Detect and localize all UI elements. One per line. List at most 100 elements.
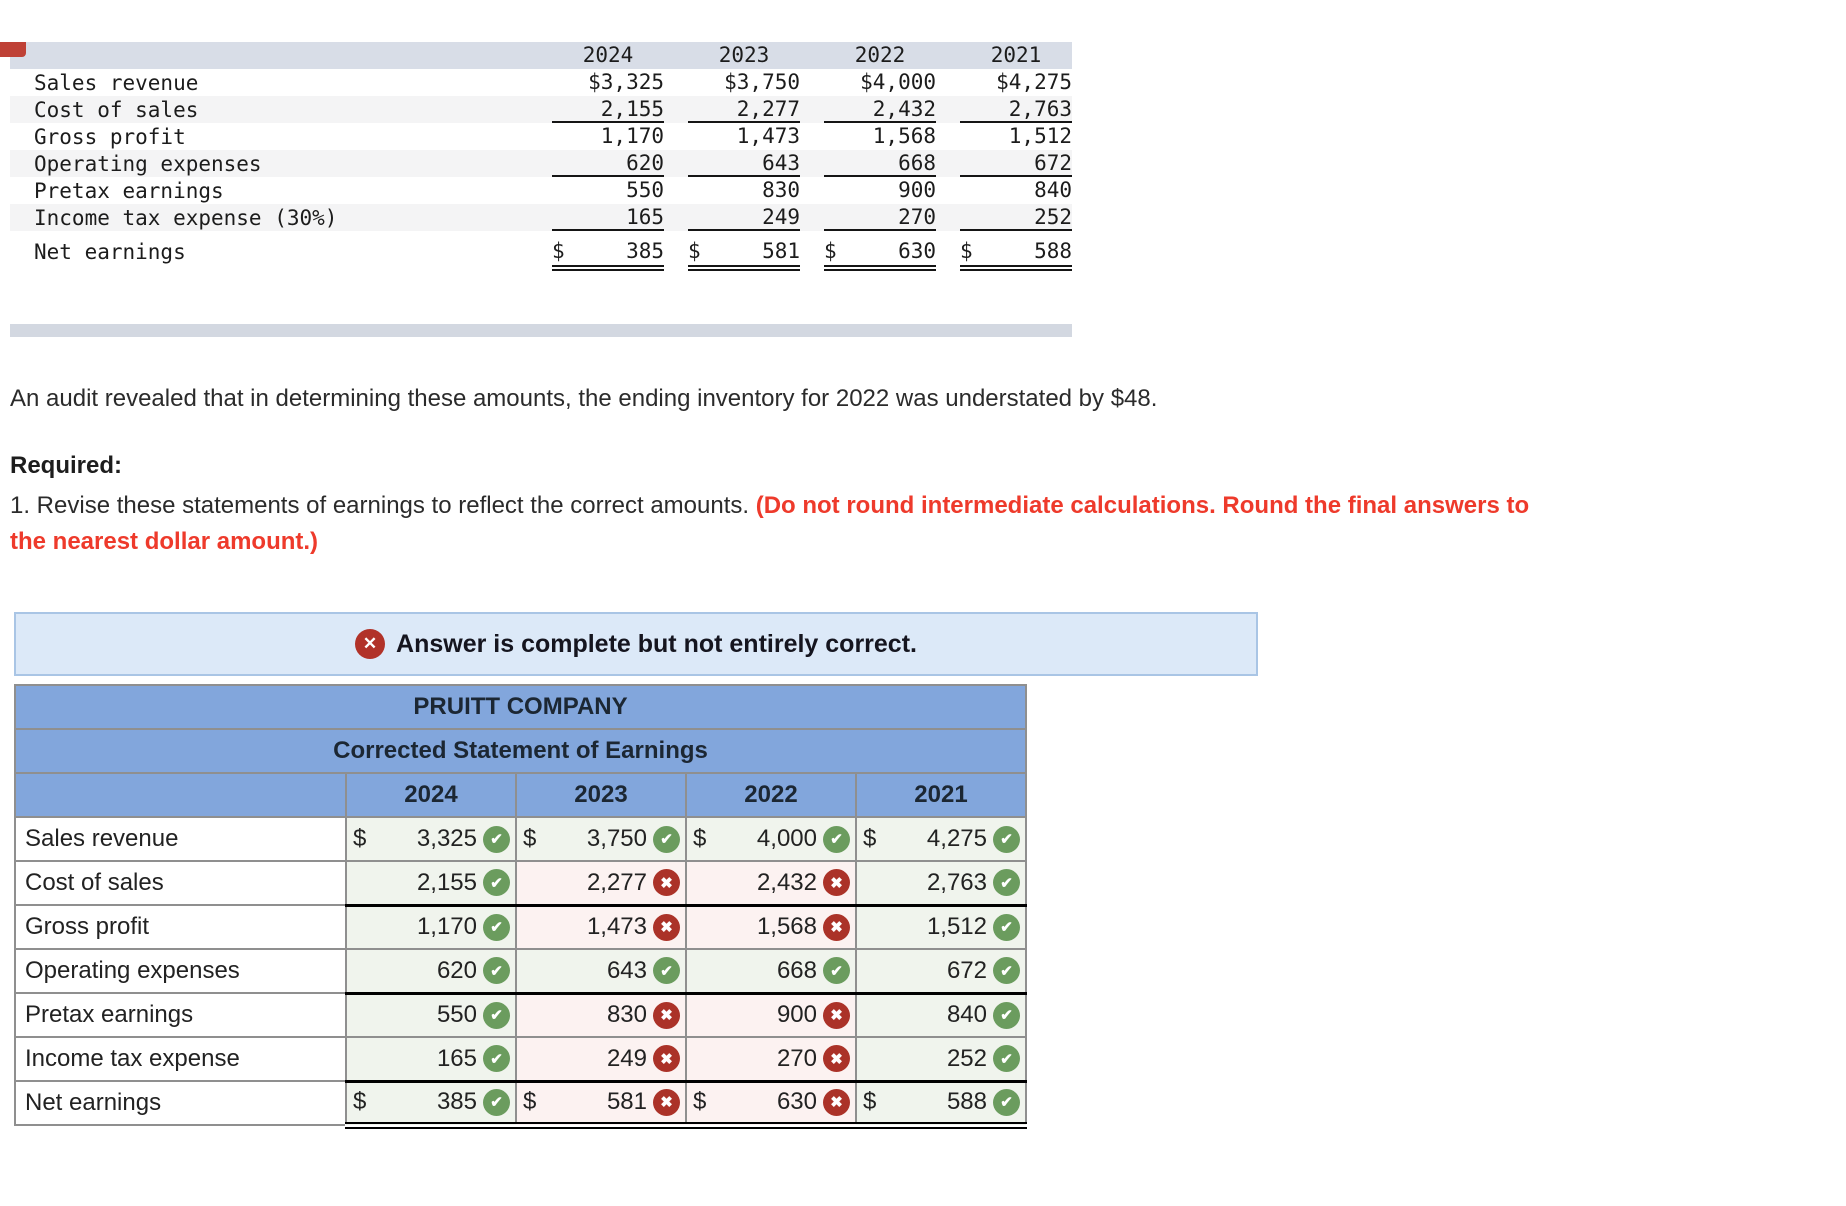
x-icon: ✖ — [653, 1088, 680, 1116]
cell-value: 830 — [606, 1001, 647, 1029]
x-icon: ✖ — [653, 1001, 680, 1029]
cell-value: 550 — [436, 1001, 477, 1029]
year-header: 2021 — [855, 772, 1027, 818]
answer-cell: 668 ✔ — [685, 948, 857, 995]
answer-cell: 620 ✔ — [345, 948, 517, 995]
cell-value: 4,275 — [926, 825, 987, 852]
orig-row-sales-revenue: Sales revenue $3,325 $3,750 $4,000 $4,27… — [10, 69, 1072, 96]
cell-value: 840 — [946, 1001, 987, 1029]
cell-value: 581 — [606, 1088, 647, 1115]
x-icon: ✖ — [823, 1045, 850, 1073]
dollar-sign: $ — [693, 825, 707, 852]
answer-cell: 2,277 ✖ — [515, 860, 687, 907]
answer-table: PRUITT COMPANY Corrected Statement of Ea… — [14, 684, 1027, 1129]
orig-year-header: 2023 — [718, 43, 770, 67]
orig-row-label: Sales revenue — [34, 70, 199, 95]
cell-value: 672 — [946, 956, 987, 984]
cell-value: 270 — [776, 1044, 817, 1072]
check-icon: ✔ — [483, 1001, 510, 1029]
result-banner-text: Answer is complete but not entirely corr… — [396, 629, 917, 658]
audit-note: An audit revealed that in determining th… — [10, 385, 1158, 412]
cell-value: 252 — [946, 1044, 987, 1072]
row-gross-profit: Gross profit 1,170 ✔ 1,473 ✖ 1,568 ✖ 1,512 ✔ — [14, 904, 1027, 950]
orig-value-cell: 249 — [688, 204, 800, 231]
check-icon: ✔ — [483, 913, 510, 941]
answer-cell: 270 ✖ — [685, 1036, 857, 1083]
orig-value-cell: 2,763 — [960, 96, 1072, 123]
answer-cell: 672 ✔ — [855, 948, 1027, 995]
answer-cell: 900 ✖ — [685, 992, 857, 1038]
row-operating-expenses: Operating expenses 620 ✔ 643 ✔ 668 ✔ 672 ✔ — [14, 948, 1027, 995]
check-icon: ✔ — [993, 869, 1020, 897]
row-label: Sales revenue — [14, 816, 347, 862]
dollar-sign: $ — [353, 1088, 367, 1115]
orig-row-label: Gross profit — [34, 124, 186, 149]
dollar-sign: $ — [824, 239, 837, 263]
required-heading: Required: — [10, 452, 123, 479]
cell-value: 385 — [436, 1088, 477, 1115]
row-label: Pretax earnings — [14, 992, 347, 1038]
orig-value-cell: 830 — [762, 178, 800, 202]
orig-row-cost-of-sales: Cost of sales 2,155 2,277 2,432 2,763 — [10, 96, 1072, 123]
year-header: 2022 — [685, 772, 857, 818]
orig-value-cell: $581 — [688, 237, 800, 271]
check-icon: ✔ — [823, 957, 850, 985]
orig-value-cell: 1,568 — [872, 124, 936, 148]
cell-value: 3,750 — [586, 825, 647, 852]
check-icon: ✔ — [993, 1088, 1020, 1116]
orig-value: 588 — [1034, 239, 1072, 263]
year-header: 2023 — [515, 772, 687, 818]
answer-cell: $4,000 ✔ — [685, 816, 857, 862]
check-icon: ✔ — [482, 825, 510, 853]
orig-row-income-tax: Income tax expense (30%) 165 249 270 252 — [10, 204, 1072, 231]
orig-row-label: Pretax earnings — [34, 178, 224, 203]
cell-value: 2,155 — [416, 868, 477, 896]
answer-cell: $385 ✔ — [345, 1080, 517, 1129]
orig-year-header: 2021 — [990, 43, 1042, 67]
orig-value-cell: 900 — [898, 178, 936, 202]
row-label: Net earnings — [14, 1080, 347, 1126]
orig-value-cell: $4,275 — [996, 70, 1072, 94]
orig-value-cell: $630 — [824, 237, 936, 271]
cell-value: 249 — [606, 1044, 647, 1072]
cell-value: 2,763 — [926, 868, 987, 896]
answer-table-title-row: PRUITT COMPANY — [14, 684, 1027, 730]
answer-cell: $588 ✔ — [855, 1080, 1027, 1129]
cell-value: 1,473 — [586, 913, 647, 941]
cell-value: 620 — [436, 956, 477, 984]
orig-year-header: 2024 — [582, 43, 634, 67]
check-icon: ✔ — [653, 957, 680, 985]
x-circle-icon: ✕ — [355, 629, 386, 659]
year-header-spacer — [14, 772, 347, 818]
orig-value-cell: 270 — [824, 204, 936, 231]
orig-row-pretax-earnings: Pretax earnings 550 830 900 840 — [10, 177, 1072, 204]
check-icon: ✔ — [992, 825, 1020, 853]
orig-value-cell: 672 — [960, 150, 1072, 177]
orig-value-cell: 2,155 — [552, 96, 664, 123]
orig-value: 630 — [898, 239, 936, 263]
cell-value: 588 — [946, 1088, 987, 1115]
instruction-emphasis: (Do not round intermediate calculations.… — [10, 492, 1530, 555]
orig-value: 581 — [762, 239, 800, 263]
answer-table-year-row: 2024 2023 2022 2021 — [14, 772, 1027, 818]
cell-value: 668 — [776, 956, 817, 984]
orig-value-cell: 668 — [824, 150, 936, 177]
answer-cell: $4,275 ✔ — [855, 816, 1027, 862]
orig-row-label: Net earnings — [34, 240, 186, 264]
answer-cell: 249 ✖ — [515, 1036, 687, 1083]
answer-cell: $581 ✖ — [515, 1080, 687, 1129]
orig-year-header: 2022 — [854, 43, 906, 67]
check-icon: ✔ — [652, 825, 680, 853]
orig-row-operating-expenses: Operating expenses 620 643 668 672 — [10, 150, 1072, 177]
row-label: Operating expenses — [14, 948, 347, 994]
answer-cell: 2,432 ✖ — [685, 860, 857, 907]
orig-value-cell: 1,170 — [600, 124, 664, 148]
orig-value-cell: 2,277 — [688, 96, 800, 123]
dollar-sign: $ — [863, 825, 877, 852]
x-icon: ✖ — [823, 869, 850, 897]
check-icon: ✔ — [993, 1045, 1020, 1073]
check-icon: ✔ — [993, 957, 1020, 985]
x-icon: ✖ — [653, 913, 680, 941]
x-icon: ✖ — [653, 1045, 680, 1073]
instruction-text: 1. Revise these statements of earnings t… — [10, 492, 756, 519]
